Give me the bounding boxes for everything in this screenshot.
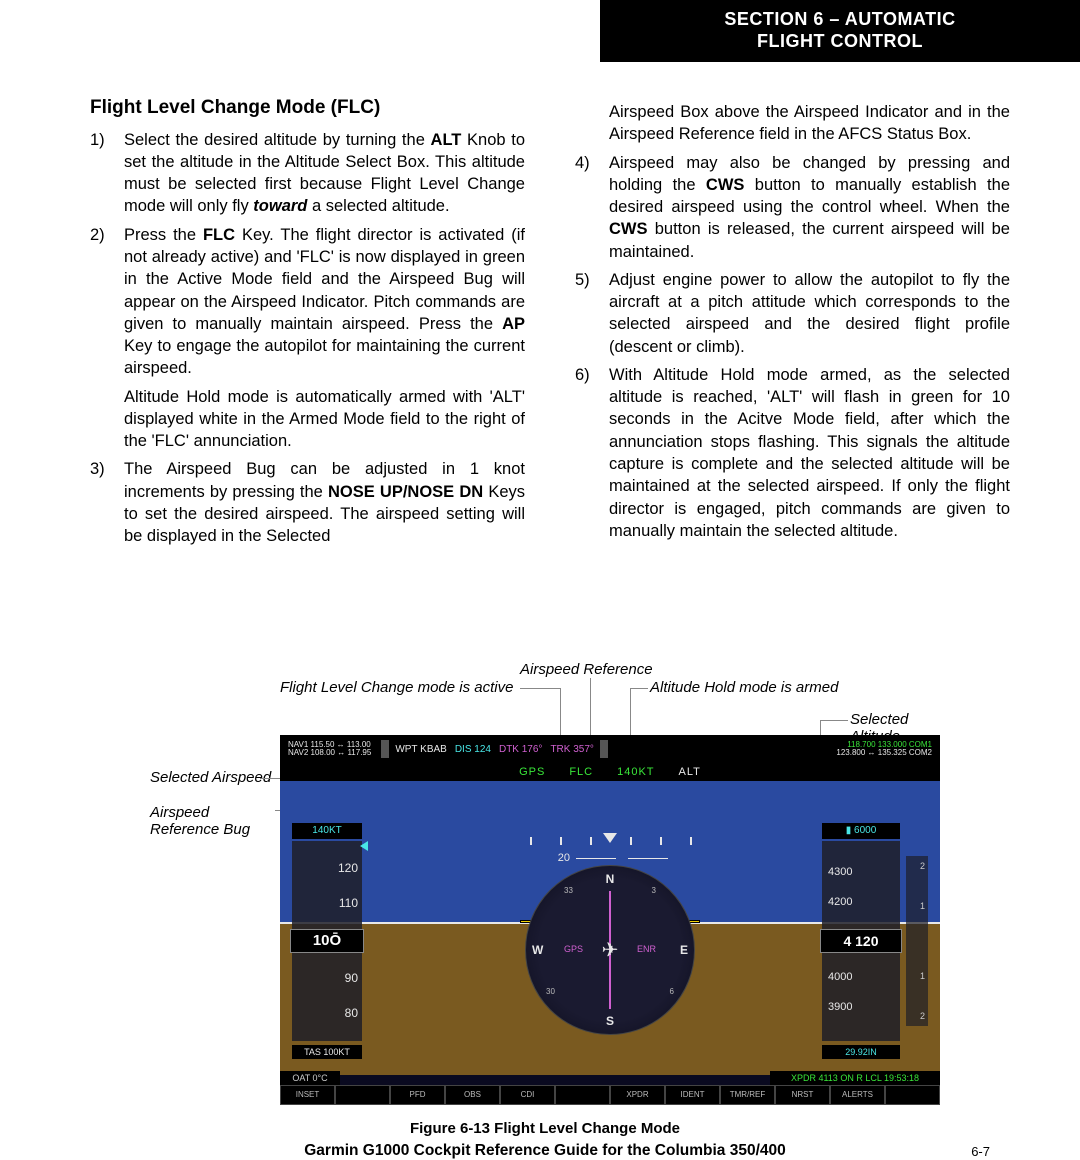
airspeed-bug-icon: [360, 841, 368, 851]
dtk-label: DTK 176°: [495, 744, 546, 755]
step-item: 2)Press the FLC Key. The flight director…: [124, 224, 525, 453]
callout-as-ref: Airspeed Reference: [520, 662, 653, 679]
pfd-display: NAV1 115.50 ↔ 113.00NAV2 108.00 ↔ 117.95…: [280, 735, 940, 1105]
body-columns: Flight Level Change Mode (FLC) 1)Select …: [90, 95, 1010, 553]
softkey[interactable]: XPDR: [610, 1085, 665, 1105]
baro-box: 29.92IN: [822, 1045, 900, 1059]
step-item: 4)Airspeed may also be changed by pressi…: [609, 152, 1010, 263]
attitude-indicator: 20 20 10 10 10 10 20 20 140KT 120 110 90…: [280, 781, 940, 1075]
page-number: 6-7: [971, 1144, 990, 1159]
com-freq: 118.700 133.000 COM1123.800 ↔ 135.325 CO…: [828, 741, 940, 757]
softkey[interactable]: NRST: [775, 1085, 830, 1105]
section-header-line1: SECTION 6 – AUTOMATIC: [600, 9, 1080, 31]
armed-mode: ALT: [679, 766, 701, 778]
mode-ref: 140KT: [617, 766, 654, 778]
section-header: SECTION 6 – AUTOMATIC FLIGHT CONTROL: [600, 0, 1080, 62]
step-item: 6)With Altitude Hold mode armed, as the …: [609, 364, 1010, 542]
selected-airspeed-box: 140KT: [292, 823, 362, 839]
selected-altitude-box: ▮ 6000: [822, 823, 900, 839]
step-item: 5)Adjust engine power to allow the autop…: [609, 269, 1010, 358]
lateral-mode: GPS: [519, 766, 545, 778]
nav1-freq: NAV1 115.50 ↔ 113.00NAV2 108.00 ↔ 117.95: [280, 741, 379, 757]
page-title: Flight Level Change Mode (FLC): [90, 95, 525, 121]
softkey[interactable]: TMR/REF: [720, 1085, 775, 1105]
nav-strip: NAV1 115.50 ↔ 113.00NAV2 108.00 ↔ 117.95…: [280, 735, 940, 763]
callout-flc-active: Flight Level Change mode is active: [280, 680, 513, 697]
callout-sel-as: Selected Airspeed: [150, 770, 271, 787]
vertical-mode: FLC: [569, 766, 593, 778]
hsi-gps-label: GPS: [564, 944, 583, 954]
softkey[interactable]: IDENT: [665, 1085, 720, 1105]
mode-strip: GPS FLC 140KT ALT: [280, 763, 940, 781]
section-header-line2: FLIGHT CONTROL: [600, 31, 1080, 53]
step-item: 1)Select the desired altitude by turning…: [124, 129, 525, 218]
altitude-tape: ▮ 6000 4300 4200 4000 3900 4 120: [822, 841, 900, 1041]
hsi: N S E W 33 3 6 30 ✈ GPS ENR: [525, 865, 695, 1035]
softkey[interactable]: [335, 1085, 390, 1105]
airspeed-readout: 10Ō: [290, 929, 364, 953]
softkey[interactable]: INSET: [280, 1085, 335, 1105]
trk-label: TRK 357°: [546, 744, 597, 755]
softkey[interactable]: [885, 1085, 940, 1105]
softkey[interactable]: PFD: [390, 1085, 445, 1105]
softkey-row: INSET PFDOBSCDI XPDRIDENTTMR/REFNRSTALERTS: [280, 1085, 940, 1105]
softkey[interactable]: OBS: [445, 1085, 500, 1105]
oat-box: OAT 0°C: [280, 1071, 340, 1085]
softkey[interactable]: ALERTS: [830, 1085, 885, 1105]
airspeed-tape: 140KT 120 110 90 80 10Ō: [292, 841, 362, 1041]
figure-caption: Figure 6-13 Flight Level Change Mode: [150, 1120, 940, 1137]
tas-box: TAS 100KT: [292, 1045, 362, 1059]
wpt-label: WPT KBAB: [391, 744, 451, 755]
plane-icon: ✈: [602, 938, 619, 963]
callout-alt-armed: Altitude Hold mode is armed: [650, 680, 838, 697]
right-continuation: Airspeed Box above the Airspeed Indicato…: [575, 101, 1010, 146]
left-column: Flight Level Change Mode (FLC) 1)Select …: [90, 95, 525, 553]
softkey[interactable]: [555, 1085, 610, 1105]
figure-footer: Garmin G1000 Cockpit Reference Guide for…: [150, 1142, 940, 1160]
right-column: Airspeed Box above the Airspeed Indicato…: [575, 95, 1010, 553]
dis-label: DIS 124: [451, 744, 495, 755]
right-steps-list: 4)Airspeed may also be changed by pressi…: [575, 152, 1010, 543]
left-steps-list: 1)Select the desired altitude by turning…: [90, 129, 525, 548]
xpdr-box: XPDR 4113 ON R LCL 19:53:18: [770, 1071, 940, 1085]
callout-as-bug: Airspeed Reference Bug: [150, 805, 280, 838]
vsi: 2 1 1 2: [906, 856, 928, 1026]
hsi-enr-label: ENR: [637, 944, 656, 954]
step-item: 3)The Airspeed Bug can be adjusted in 1 …: [124, 458, 525, 547]
softkey[interactable]: CDI: [500, 1085, 555, 1105]
altitude-readout: 4 120: [820, 929, 902, 953]
